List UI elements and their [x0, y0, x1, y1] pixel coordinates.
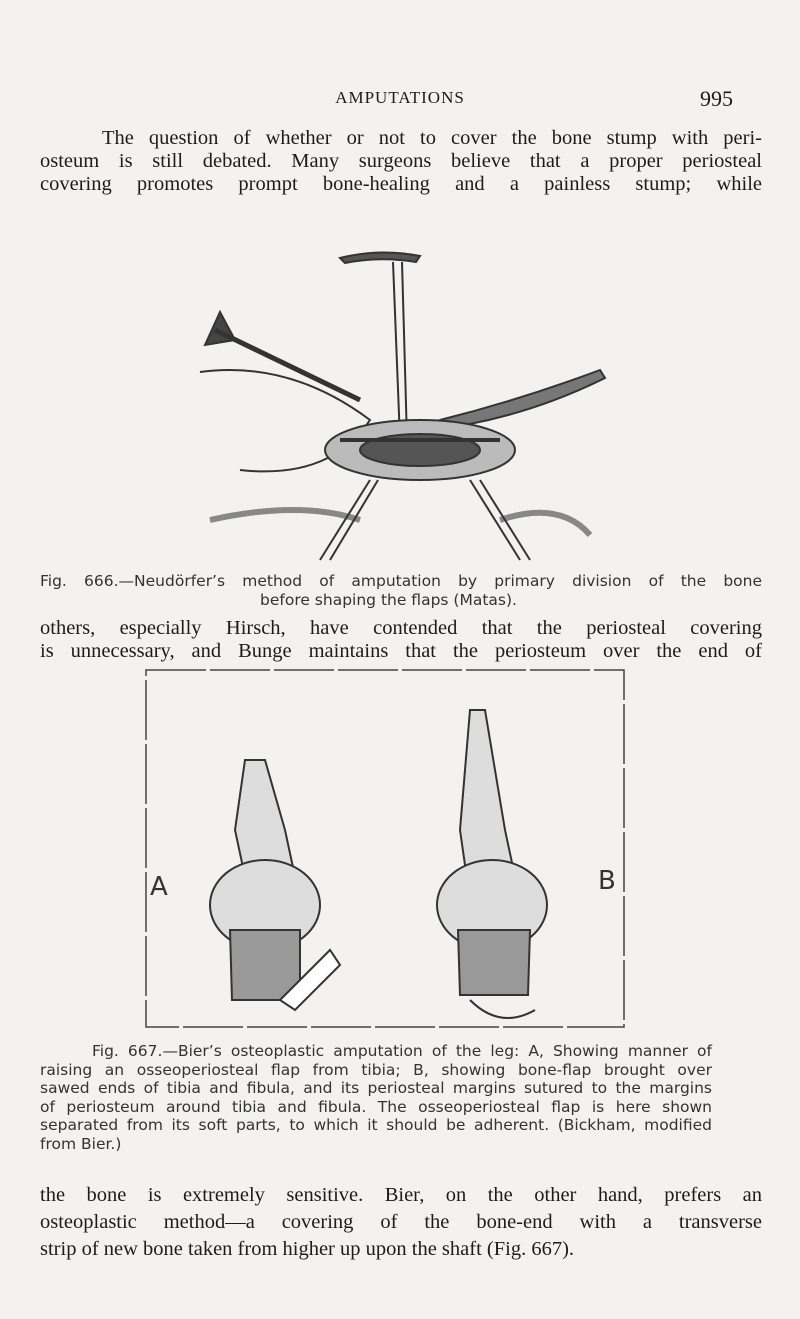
paragraph-line: the bone is extremely sensitive. Bier, o… [40, 1184, 762, 1206]
figure-667-drawing [209, 709, 548, 1019]
paragraph-line: covering promotes prompt bone-healing an… [40, 173, 762, 195]
figure-caption: before shaping the flaps (Matas). [260, 591, 517, 609]
figure-caption: Fig. 667.—Bier’s osteoplastic amputation… [92, 1042, 712, 1060]
running-head: AMPUTATIONS [335, 88, 465, 107]
paragraph-line: osteoplastic method—a covering of the bo… [40, 1211, 762, 1233]
figure-label: B [598, 866, 616, 896]
paragraph-line: The question of whether or not to cover … [102, 127, 762, 149]
paragraph-line: others, especially Hirsch, have contende… [40, 617, 762, 639]
paragraph-line: is unnecessary, and Bunge maintains that… [40, 640, 762, 662]
figure-caption: Fig. 666.—Neudörfer’s method of amputati… [40, 572, 762, 590]
figure-caption: of periosteum around tibia and fibula. T… [40, 1097, 712, 1116]
figure-caption: separated from its soft parts, to which … [40, 1116, 712, 1134]
figure-caption: raising an osseoperiosteal flap from tib… [40, 1060, 712, 1079]
paragraph-line: strip of new bone taken from higher up u… [40, 1238, 575, 1260]
figure-caption: from Bier.) [40, 1134, 122, 1153]
figure-label: A [150, 872, 168, 902]
figure-667-frame [145, 669, 625, 1028]
paragraph-line: osteum is still debated. Many surgeons b… [40, 150, 762, 172]
figure-666-drawing [199, 251, 607, 561]
page-number: 995 [700, 86, 733, 111]
figure-caption: sawed ends of tibia and fibula, and its … [40, 1079, 712, 1097]
